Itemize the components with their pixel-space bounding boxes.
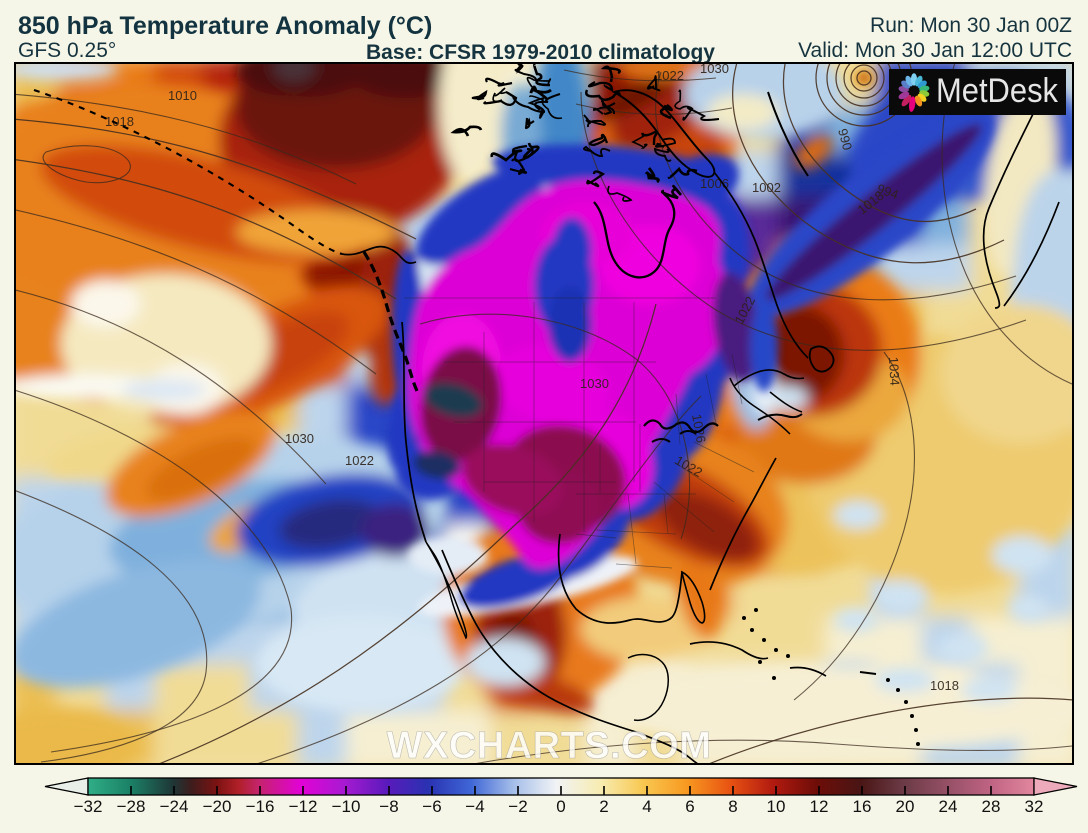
- svg-text:1010: 1010: [168, 88, 197, 103]
- svg-text:−12: −12: [289, 797, 318, 816]
- svg-text:1030: 1030: [285, 431, 314, 446]
- svg-text:−2: −2: [508, 797, 527, 816]
- svg-text:16: 16: [853, 797, 872, 816]
- svg-text:1026: 1026: [689, 413, 709, 444]
- svg-text:1018: 1018: [930, 678, 959, 693]
- svg-text:990: 990: [835, 127, 855, 152]
- svg-text:−10: −10: [332, 797, 361, 816]
- svg-text:−28: −28: [117, 797, 146, 816]
- svg-text:28: 28: [982, 797, 1001, 816]
- svg-text:WXCHARTS.COM: WXCHARTS.COM: [387, 725, 712, 763]
- svg-text:24: 24: [939, 797, 958, 816]
- svg-text:−6: −6: [422, 797, 441, 816]
- svg-text:1022: 1022: [345, 453, 374, 468]
- svg-text:−4: −4: [465, 797, 484, 816]
- svg-text:1022: 1022: [655, 68, 684, 83]
- svg-text:−32: −32: [74, 797, 103, 816]
- svg-text:994: 994: [875, 181, 901, 203]
- svg-text:1034: 1034: [886, 356, 902, 386]
- svg-text:32: 32: [1025, 797, 1044, 816]
- svg-text:2: 2: [599, 797, 608, 816]
- svg-text:MetDesk: MetDesk: [936, 72, 1059, 110]
- svg-text:12: 12: [810, 797, 829, 816]
- svg-text:10: 10: [767, 797, 786, 816]
- svg-text:1030: 1030: [580, 376, 609, 391]
- svg-text:−16: −16: [246, 797, 275, 816]
- svg-text:1030: 1030: [700, 64, 729, 76]
- svg-text:1002: 1002: [752, 180, 781, 195]
- svg-text:4: 4: [642, 797, 651, 816]
- svg-text:−8: −8: [379, 797, 398, 816]
- svg-text:6: 6: [685, 797, 694, 816]
- svg-text:0: 0: [556, 797, 565, 816]
- svg-text:1018: 1018: [105, 114, 134, 129]
- svg-text:−20: −20: [203, 797, 232, 816]
- svg-text:8: 8: [728, 797, 737, 816]
- svg-text:1006: 1006: [700, 176, 729, 191]
- svg-text:−24: −24: [160, 797, 189, 816]
- svg-text:20: 20: [896, 797, 915, 816]
